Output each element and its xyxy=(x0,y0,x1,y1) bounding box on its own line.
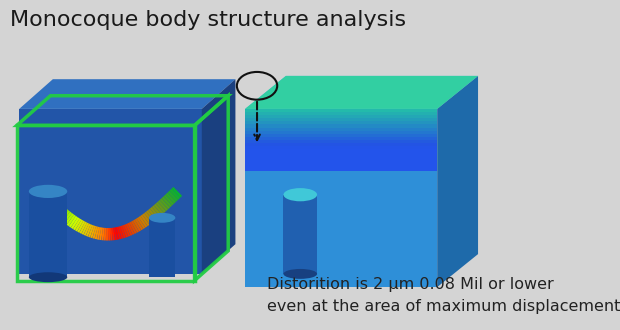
Polygon shape xyxy=(245,143,437,146)
Ellipse shape xyxy=(149,213,175,223)
Polygon shape xyxy=(19,79,236,109)
Polygon shape xyxy=(245,76,478,109)
Ellipse shape xyxy=(283,188,317,201)
Polygon shape xyxy=(245,118,437,121)
Polygon shape xyxy=(29,191,67,277)
Polygon shape xyxy=(245,76,478,109)
Polygon shape xyxy=(245,140,437,143)
Polygon shape xyxy=(245,156,437,159)
Polygon shape xyxy=(245,168,437,171)
Polygon shape xyxy=(245,149,437,152)
Polygon shape xyxy=(202,79,236,274)
Polygon shape xyxy=(245,134,437,137)
Text: Distorition is 2 μm 0.08 Mil or lower
even at the area of maximum displacement: Distorition is 2 μm 0.08 Mil or lower ev… xyxy=(267,277,620,314)
Polygon shape xyxy=(245,152,437,156)
Polygon shape xyxy=(245,124,437,128)
Polygon shape xyxy=(245,128,437,131)
Polygon shape xyxy=(149,218,175,277)
Polygon shape xyxy=(245,131,437,134)
Polygon shape xyxy=(245,109,437,112)
Ellipse shape xyxy=(29,272,67,282)
Polygon shape xyxy=(245,137,437,140)
Polygon shape xyxy=(245,121,437,124)
Polygon shape xyxy=(437,76,478,287)
Ellipse shape xyxy=(283,269,317,279)
Polygon shape xyxy=(245,115,437,118)
Text: Monocoque body structure analysis: Monocoque body structure analysis xyxy=(9,10,405,30)
Polygon shape xyxy=(245,165,437,168)
Polygon shape xyxy=(283,195,317,274)
Polygon shape xyxy=(245,162,437,165)
Ellipse shape xyxy=(29,185,67,198)
Polygon shape xyxy=(245,159,437,162)
Polygon shape xyxy=(245,146,437,149)
Polygon shape xyxy=(19,109,202,274)
Polygon shape xyxy=(245,112,437,115)
Polygon shape xyxy=(245,109,437,287)
